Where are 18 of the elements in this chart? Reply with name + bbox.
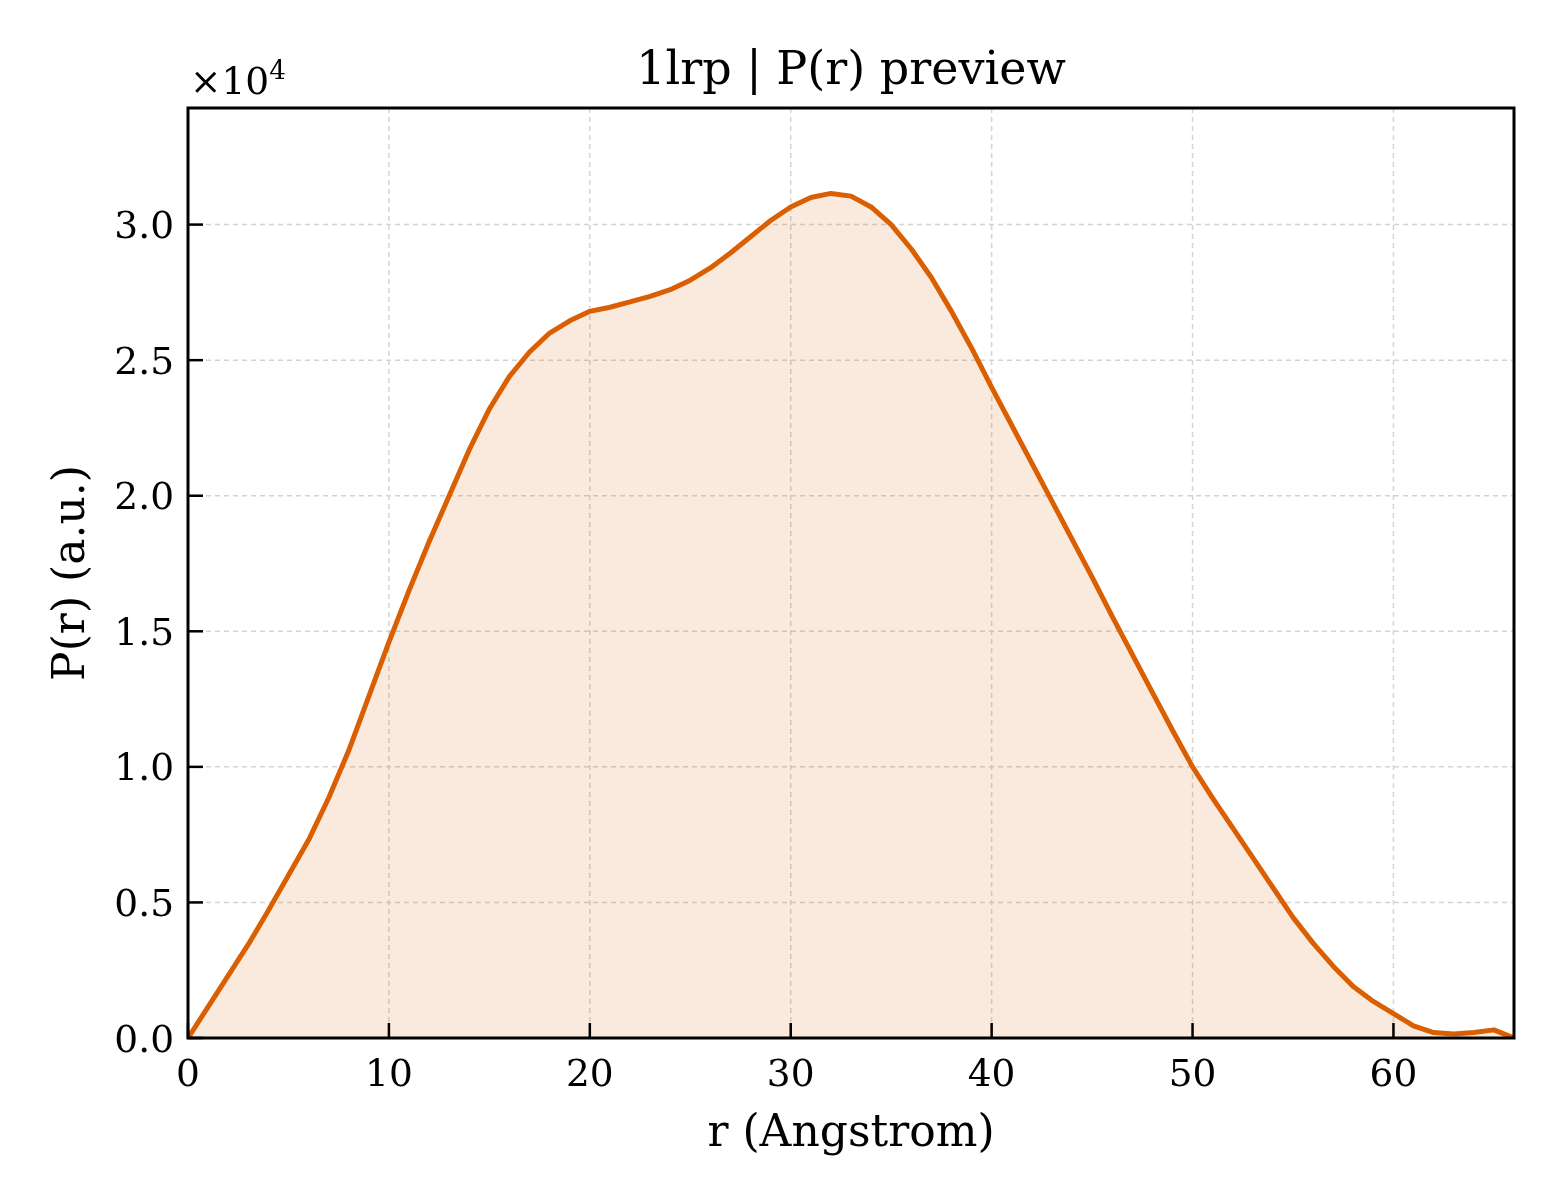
y-tick-label: 2.0 bbox=[114, 474, 174, 519]
x-tick-label: 40 bbox=[967, 1051, 1016, 1095]
x-axis-title: r (Angstrom) bbox=[707, 1105, 995, 1156]
y-axis-title: P(r) (a.u.) bbox=[43, 465, 94, 681]
x-tick-label: 10 bbox=[365, 1051, 413, 1095]
x-tick-label: 50 bbox=[1168, 1051, 1217, 1095]
y-tick-label: 1.5 bbox=[114, 609, 174, 654]
text: ×10$^{4}$ bbox=[190, 55, 286, 103]
chart-title: 1lrp | P(r) preview bbox=[636, 41, 1066, 95]
y-tick-label: 0.0 bbox=[114, 1016, 174, 1061]
y-tick-label: 0.5 bbox=[114, 880, 174, 925]
x-tick-label: 0 bbox=[176, 1051, 200, 1095]
x-tick-label: 60 bbox=[1369, 1051, 1418, 1095]
x-tick-label: 30 bbox=[766, 1051, 815, 1095]
y-tick-label: 3.0 bbox=[114, 203, 174, 248]
y-tick-label: 1.0 bbox=[114, 745, 174, 790]
x-tick-label: 20 bbox=[565, 1051, 614, 1095]
y-tick-label: 2.5 bbox=[114, 338, 174, 383]
